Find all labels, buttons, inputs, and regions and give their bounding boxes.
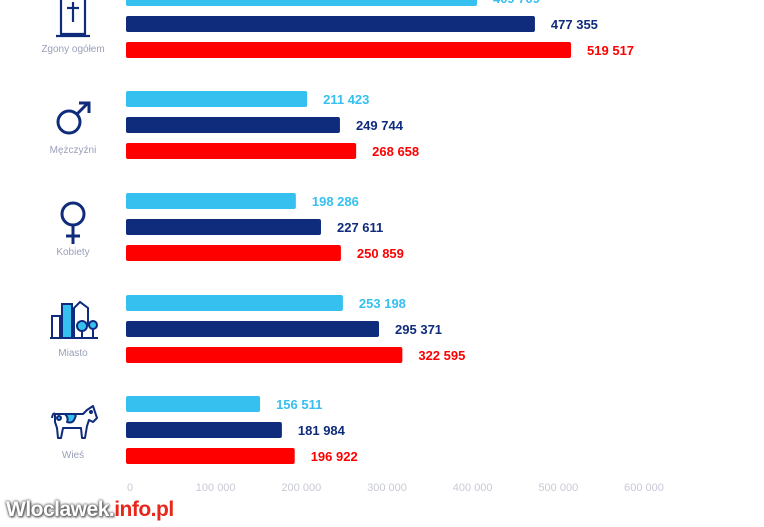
bar-value-label: 409 709 — [493, 0, 540, 6]
bar — [126, 0, 477, 6]
female-symbol-icon — [60, 201, 86, 244]
bar — [126, 143, 357, 159]
bar-value-label: 249 744 — [356, 118, 404, 133]
bar — [126, 193, 296, 209]
category-icons — [50, 0, 98, 439]
category-label: Wieś — [62, 450, 84, 461]
bar — [126, 321, 380, 337]
bar — [126, 347, 403, 363]
category-label: Kobiety — [56, 247, 89, 258]
bar-value-label: 211 423 — [323, 92, 369, 107]
x-tick-label: 200 000 — [281, 482, 321, 494]
bar-group: 198 286 227 611 250 859 Kobiety — [56, 193, 404, 261]
watermark-logo: Wloclawek.info.pl — [6, 497, 174, 523]
cow-icon — [51, 405, 98, 439]
bar — [126, 42, 572, 58]
gravestone-icon — [56, 0, 90, 38]
x-tick-label: 100 000 — [196, 482, 236, 494]
bar-group: 156 511 181 984 196 922 Wieś — [62, 396, 358, 464]
x-tick-label: 300 000 — [367, 482, 407, 494]
x-tick-label: 0 — [127, 482, 133, 494]
watermark-accent-text: info.pl — [114, 498, 174, 521]
bar — [126, 396, 261, 412]
x-tick-label: 600 000 — [624, 482, 664, 494]
bar-group: 409 709 477 355 519 517 Zgony ogółem — [41, 0, 634, 58]
city-icon — [50, 300, 98, 339]
bar-group: 211 423 249 744 268 658 Mężczyźni — [50, 91, 419, 159]
x-tick-label: 500 000 — [538, 482, 578, 494]
bar-value-label: 295 371 — [395, 322, 442, 337]
bar-value-label: 181 984 — [298, 423, 346, 438]
bar-value-label: 250 859 — [357, 246, 404, 261]
bar-value-label: 519 517 — [587, 43, 634, 58]
bar-value-label: 196 922 — [311, 449, 358, 464]
x-tick-label: 400 000 — [453, 482, 493, 494]
bar-value-label: 253 198 — [359, 296, 406, 311]
bar — [126, 295, 343, 311]
bar-group: 253 198 295 371 322 595 Miasto — [58, 295, 465, 363]
bar — [126, 16, 535, 32]
bar-value-label: 268 658 — [372, 144, 419, 159]
bar — [126, 219, 321, 235]
bar-value-label: 227 611 — [337, 220, 383, 235]
bar — [126, 91, 308, 107]
bar-value-label: 156 511 — [276, 397, 322, 412]
x-axis: 0 100 000 200 000 300 000 400 000 500 000 600 … — [127, 482, 664, 494]
category-label: Miasto — [58, 348, 88, 359]
male-symbol-icon — [56, 101, 91, 135]
bar — [126, 422, 282, 438]
bar — [126, 117, 340, 133]
bar-value-label: 198 286 — [312, 194, 359, 209]
bar-groups: 409 709 477 355 519 517 Zgony ogółem 211 423… — [41, 0, 634, 464]
watermark-main-text: Wloclawek. — [6, 498, 115, 521]
bar — [126, 448, 295, 464]
bar — [126, 245, 341, 261]
bar-value-label: 477 355 — [551, 17, 598, 32]
category-label: Mężczyźni — [50, 145, 97, 156]
bar-value-label: 322 595 — [418, 348, 465, 363]
category-label: Zgony ogółem — [41, 44, 104, 55]
